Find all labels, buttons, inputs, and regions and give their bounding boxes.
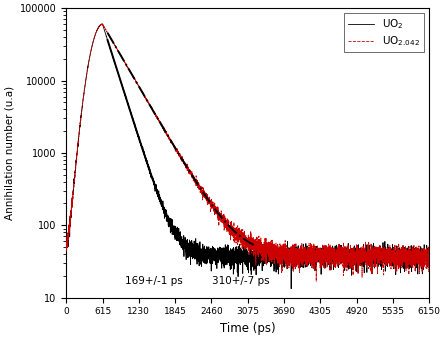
Text: 310+/-7 ps: 310+/-7 ps (212, 276, 270, 286)
UO$_2$ (335, 261, 340, 265)
UO$_{2.042}$ (100, 22, 105, 26)
UO$_{2.042}$ (64, 250, 69, 254)
UO$_{2.042}$ (281, 255, 287, 259)
UO$_2$ (100, 22, 105, 26)
Text: 169+/-1 ps: 169+/-1 ps (125, 276, 183, 286)
X-axis label: Time (ps): Time (ps) (220, 322, 275, 335)
UO$_2$ (427, 265, 432, 269)
UO$_{2.042}$ (335, 265, 340, 269)
UO$_{2.042}$ (362, 256, 368, 260)
UO$_2$ (202, 260, 208, 264)
UO$_2$ (300, 250, 305, 254)
UO$_2$ (281, 251, 287, 255)
Y-axis label: Annihilation number (u.a): Annihilation number (u.a) (4, 86, 14, 220)
UO$_2$ (362, 260, 368, 264)
UO$_2$ (288, 286, 294, 291)
Legend: UO$_2$, UO$_{2.042}$: UO$_2$, UO$_{2.042}$ (344, 13, 424, 53)
Line: UO$_2$: UO$_2$ (66, 24, 429, 288)
UO$_2$ (64, 242, 69, 246)
Line: UO$_{2.042}$: UO$_{2.042}$ (66, 24, 429, 281)
UO$_{2.042}$ (427, 253, 432, 257)
UO$_{2.042}$ (300, 252, 305, 256)
UO$_{2.042}$ (314, 279, 319, 283)
UO$_{2.042}$ (202, 195, 208, 199)
UO$_2$ (129, 116, 135, 120)
UO$_{2.042}$ (129, 73, 135, 77)
